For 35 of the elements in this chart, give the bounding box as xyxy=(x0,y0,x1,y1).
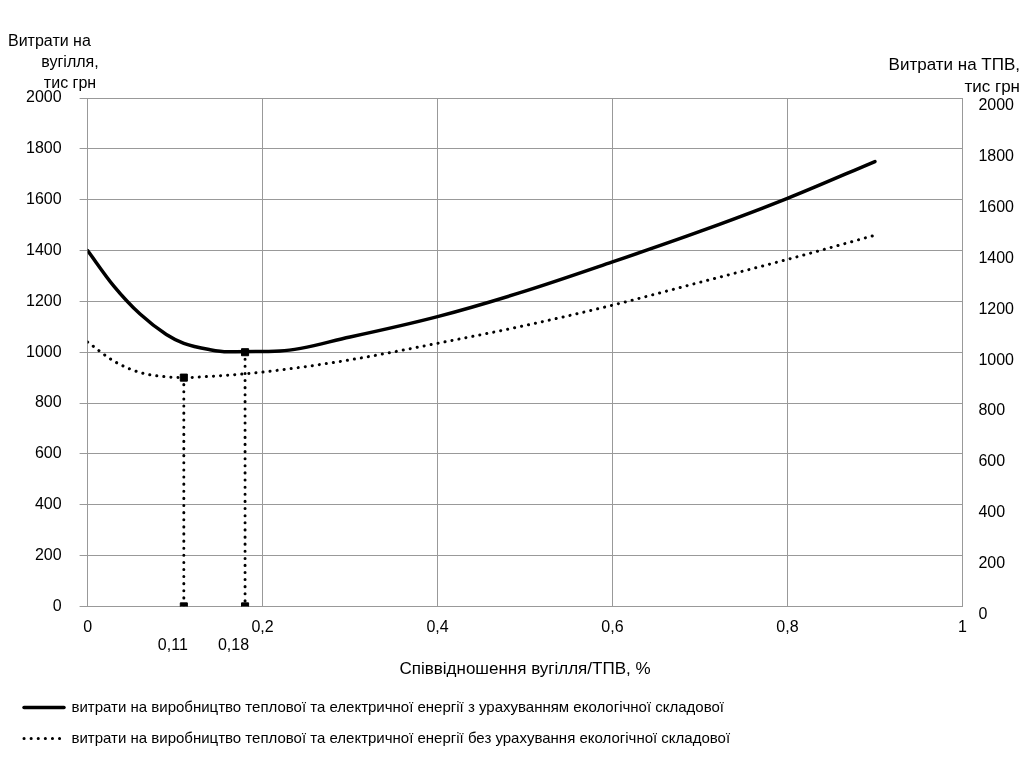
y-tick-label: 1200 xyxy=(26,291,62,309)
y-tick-label: 1400 xyxy=(26,240,62,258)
legend-label: витрати на виробництво теплової та електричної енергії з урахуванням екологічної складової xyxy=(71,697,725,715)
annotation: 0,18 xyxy=(217,636,250,654)
y-tick-label: 600 xyxy=(34,444,62,462)
y2-tick-label: 2000 xyxy=(978,96,1015,114)
y-tick-label: 1600 xyxy=(26,190,62,208)
x-tick-label: 0,6 xyxy=(601,618,624,636)
y-axis-title: Витрати на вугілля, тис грн xyxy=(8,32,99,91)
x-tick-label: 0,4 xyxy=(426,618,449,636)
x-axis-title: Співвідношення вугілля/ТПВ, % xyxy=(399,659,651,679)
x-tick-label: 1 xyxy=(957,618,967,636)
y2-axis-title: Витрати на ТПВ, тис грн xyxy=(888,55,1020,96)
annotation: 0,11 xyxy=(157,636,188,654)
x-tick-label: 0,2 xyxy=(251,618,274,636)
y-tick-label: 2000 xyxy=(26,88,62,106)
legend-label: витрати на виробництво теплової та електричної енергії без урахування екологічної складової xyxy=(71,728,731,746)
y2-tick-label: 400 xyxy=(978,503,1006,521)
y-tick-label: 0 xyxy=(52,596,62,614)
y2-tick-label: 1600 xyxy=(978,198,1015,216)
y2-tick-label: 1000 xyxy=(978,350,1015,368)
y2-tick-label: 1200 xyxy=(978,299,1015,317)
x-tick-label: 0,8 xyxy=(776,618,799,636)
y2-tick-label: 0 xyxy=(978,604,988,622)
y-tick-label: 200 xyxy=(34,545,62,563)
y2-tick-label: 1800 xyxy=(978,147,1015,165)
y2-tick-label: 1400 xyxy=(978,248,1015,266)
y2-tick-label: 800 xyxy=(978,401,1006,419)
y2-tick-label: 200 xyxy=(978,553,1006,571)
y-tick-label: 800 xyxy=(34,393,62,411)
x-tick-label: 0 xyxy=(83,618,93,636)
y2-tick-label: 600 xyxy=(978,452,1006,470)
y-tick-label: 1000 xyxy=(26,342,62,360)
y-tick-label: 1800 xyxy=(26,139,62,157)
y-tick-label: 400 xyxy=(34,495,62,513)
